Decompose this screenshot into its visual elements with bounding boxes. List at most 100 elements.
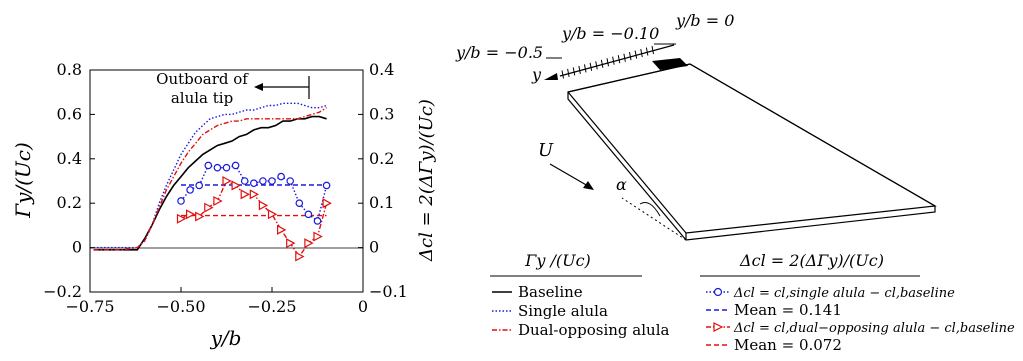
series-point-triangle: [195, 211, 205, 222]
axis-ticks: −0.75 −0.50 −0.25 0−0.200.20.40.60.8−0.100.…: [43, 60, 408, 316]
x-axis-label: y/b: [210, 326, 242, 350]
series-point-circle: [286, 177, 295, 185]
x-tick-label: 0: [358, 297, 368, 316]
x-tick-label: −0.75: [65, 297, 114, 316]
series-point-triangle: [231, 180, 241, 191]
y-right-tick-label: 0: [369, 238, 379, 257]
label-yb0: y/b = 0: [675, 11, 734, 30]
y-axis-arrowhead: [544, 73, 558, 80]
y-axis-right-label: Δcl = 2(ΔΓy)/(Uc): [416, 99, 437, 262]
y-left-tick-label: −0.2: [43, 282, 82, 301]
label-alpha: α: [616, 175, 627, 194]
wing-plate-outline: [567, 63, 936, 241]
series-point-circle: [259, 177, 267, 185]
series-point-triangle: [286, 238, 296, 249]
series-point-circle: [204, 161, 213, 170]
legend-item-mean-single: Mean = 0.141: [734, 301, 842, 319]
wing-plate-top: [567, 63, 937, 234]
series-point-circle: [295, 199, 304, 208]
series-point-triangle: [277, 224, 287, 235]
series-markers: [176, 161, 332, 262]
series-line-2: [93, 107, 327, 251]
legend-left: Γy /(Uc) Baseline Single alula Dual-oppo…: [490, 251, 669, 339]
legend-marker-triangle: [713, 322, 724, 332]
series-point-triangle: [295, 251, 305, 262]
series-point-triangle: [304, 238, 314, 249]
ruler-tick: [561, 70, 564, 79]
angle-arc: [639, 202, 661, 217]
ruler-tick: [623, 53, 626, 62]
ruler-tick: [567, 68, 570, 78]
series-point-circle: [250, 179, 258, 188]
series-point-circle: [222, 163, 231, 172]
ruler-tick: [629, 52, 632, 61]
ruler-tick: [651, 45, 654, 55]
ruler-tick: [612, 56, 615, 65]
annotation-line2: alula tip: [171, 89, 233, 107]
legend-item-baseline: Baseline: [518, 283, 583, 301]
legend-item-single-alula: Single alula: [518, 302, 608, 320]
plot-area: −0.75 −0.50 −0.25 0−0.200.20.40.60.8−0.100.…: [11, 60, 437, 350]
series-point-triangle: [213, 195, 223, 206]
series-point-circle: [213, 163, 222, 172]
series-line-0: [93, 115, 327, 251]
series-point-triangle: [258, 200, 269, 211]
legend-right: Δcl = 2(ΔΓy)/(Uc) Δcl = cl,single alula …: [700, 251, 1015, 354]
flow-arrow: [549, 163, 589, 187]
ruler-tick: [578, 65, 581, 74]
y-axis-left-label: Γy/(Uc): [11, 142, 35, 219]
legend-item-dual-alula: Dual-opposing alula: [518, 321, 669, 339]
label-yb010: y/b = −0.10: [561, 24, 659, 43]
series-point-circle: [322, 181, 331, 190]
series-point-triangle: [186, 209, 196, 220]
series-point-triangle: [204, 202, 214, 213]
label-y: y: [531, 65, 542, 84]
series-point-circle: [240, 177, 249, 185]
ruler-tick: [572, 67, 576, 76]
legend-left-header: Γy /(Uc): [524, 251, 591, 270]
legend-item-delta-single: Δcl = cl,single alula − cl,baseline: [733, 286, 955, 301]
ruler-tick: [617, 55, 621, 64]
series-point-triangle: [313, 231, 323, 242]
ruler-tick: [600, 59, 604, 68]
series-line-1: [93, 102, 327, 249]
x-tick-label: −0.25: [247, 297, 296, 316]
ruler-tick: [645, 47, 649, 56]
y-left-tick-label: 0: [72, 238, 82, 257]
span-ruler: [559, 44, 675, 77]
y-left-tick-label: 0.2: [57, 193, 82, 212]
series-point-circle: [177, 197, 185, 205]
series-point-triangle: [222, 176, 232, 186]
ruler-tick: [589, 62, 593, 71]
alula-block: [652, 58, 688, 70]
annotation-line1: Outboard of: [156, 70, 249, 88]
series-point-circle: [304, 210, 313, 219]
y-right-tick-label: 0.4: [369, 60, 394, 79]
ruler-tick: [640, 48, 643, 58]
x-tick-label: −0.50: [156, 297, 205, 316]
label-yb05: y/b = −0.5: [455, 43, 543, 62]
series-point-triangle: [240, 189, 250, 200]
series-point-circle: [231, 161, 240, 170]
legend-marker-circle: [713, 287, 723, 297]
label-U: U: [538, 140, 554, 161]
series-point-circle: [277, 172, 285, 181]
legend-item-mean-dual: Mean = 0.072: [734, 336, 842, 354]
series-point-circle: [195, 181, 204, 190]
flow-arrowhead: [583, 181, 594, 190]
ruler-tick: [606, 58, 609, 67]
y-left-tick-label: 0.6: [57, 104, 82, 123]
series-point-triangle: [249, 189, 260, 200]
series-point-triangle: [176, 213, 187, 224]
legend-item-delta-dual: Δcl = cl,dual−opposing alula − cl,baseli…: [733, 321, 1015, 336]
y-right-tick-label: 0.1: [369, 193, 394, 212]
series-point-circle: [186, 186, 194, 194]
wing-schematic: y/b = 0 y/b = −0.10 y/b = −0.5 y U α: [455, 11, 937, 241]
y-right-tick-label: −0.1: [369, 282, 408, 301]
plot-frame: [89, 69, 364, 293]
ruler-tick: [584, 64, 587, 73]
ruler-tick: [634, 50, 638, 59]
y-left-tick-label: 0.8: [57, 60, 82, 79]
y-right-tick-label: 0.3: [369, 104, 394, 123]
